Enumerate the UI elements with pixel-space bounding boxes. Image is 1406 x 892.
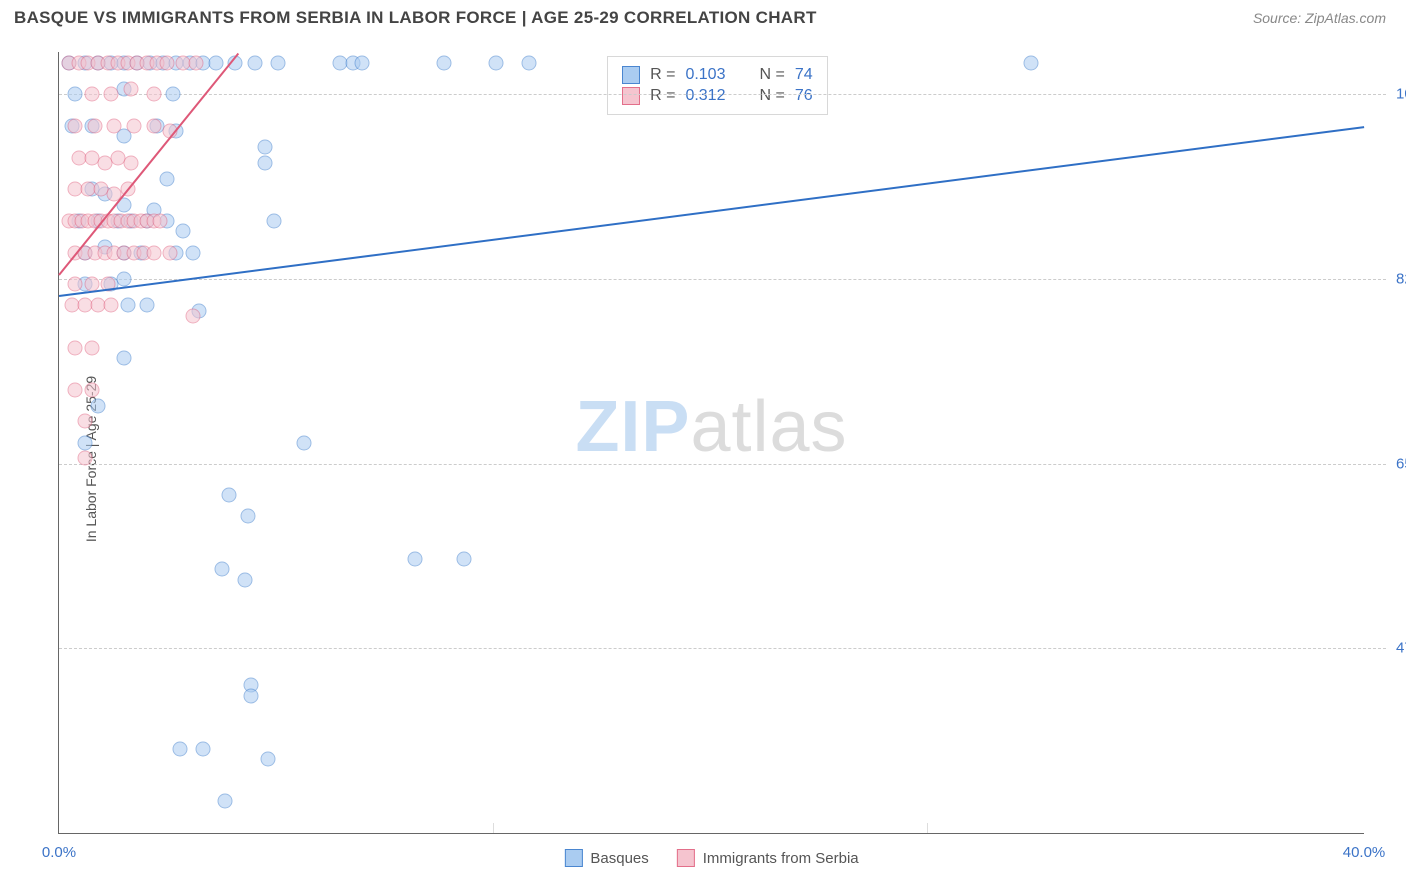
scatter-point-serbia <box>159 55 174 70</box>
scatter-point-serbia <box>146 87 161 102</box>
trend-line-basques <box>59 126 1364 297</box>
scatter-point-basques <box>117 351 132 366</box>
legend-n-label: N = <box>759 87 784 105</box>
legend-series-label: Basques <box>590 850 648 867</box>
scatter-point-basques <box>195 741 210 756</box>
scatter-point-serbia <box>146 118 161 133</box>
scatter-point-basques <box>120 298 135 313</box>
scatter-point-serbia <box>127 118 142 133</box>
legend-n-value: 74 <box>795 66 813 84</box>
scatter-point-serbia <box>68 118 83 133</box>
scatter-point-serbia <box>123 155 138 170</box>
scatter-point-basques <box>1024 55 1039 70</box>
scatter-point-basques <box>270 55 285 70</box>
legend-n-value: 76 <box>795 87 813 105</box>
legend-swatch-icon <box>622 66 640 84</box>
legend-r-label: R = <box>650 66 675 84</box>
scatter-point-serbia <box>78 451 93 466</box>
scatter-point-serbia <box>84 340 99 355</box>
legend-series-label: Immigrants from Serbia <box>703 850 859 867</box>
scatter-point-serbia <box>87 118 102 133</box>
scatter-point-basques <box>185 245 200 260</box>
scatter-point-serbia <box>84 382 99 397</box>
scatter-point-serbia <box>104 87 119 102</box>
legend-series: Basques Immigrants from Serbia <box>564 849 858 867</box>
scatter-point-serbia <box>189 55 204 70</box>
scatter-point-serbia <box>153 213 168 228</box>
x-tick-label: 0.0% <box>42 844 76 861</box>
scatter-point-basques <box>257 140 272 155</box>
scatter-point-basques <box>218 794 233 809</box>
scatter-point-basques <box>166 87 181 102</box>
legend-row-basques: R = 0.103 N = 74 <box>622 66 813 84</box>
scatter-point-serbia <box>68 277 83 292</box>
chart-title: BASQUE VS IMMIGRANTS FROM SERBIA IN LABO… <box>14 8 817 28</box>
scatter-point-serbia <box>185 308 200 323</box>
legend-r-label: R = <box>650 87 675 105</box>
watermark: ZIPatlas <box>575 386 847 468</box>
y-tick-label: 82.5% <box>1386 270 1406 287</box>
scatter-point-basques <box>91 398 106 413</box>
plot-area: ZIPatlas R =0.103N =74R =0.312N =76 Basq… <box>58 52 1364 834</box>
scatter-point-basques <box>260 752 275 767</box>
legend-bottom-item-basques: Basques <box>564 849 648 867</box>
legend-row-serbia: R = 0.312 N = 76 <box>622 87 813 105</box>
y-tick-label: 47.5% <box>1386 640 1406 657</box>
scatter-point-basques <box>159 171 174 186</box>
scatter-point-serbia <box>162 245 177 260</box>
scatter-point-basques <box>117 271 132 286</box>
legend-bottom-item-serbia: Immigrants from Serbia <box>677 849 859 867</box>
watermark-zip: ZIP <box>575 387 690 467</box>
gridline-horizontal <box>59 648 1386 649</box>
scatter-point-serbia <box>104 298 119 313</box>
x-minor-tick <box>927 823 928 833</box>
scatter-point-serbia <box>84 87 99 102</box>
scatter-point-basques <box>257 155 272 170</box>
scatter-point-basques <box>489 55 504 70</box>
scatter-point-serbia <box>68 340 83 355</box>
scatter-point-basques <box>521 55 536 70</box>
scatter-point-serbia <box>146 245 161 260</box>
x-tick-label: 40.0% <box>1343 844 1386 861</box>
chart-container: In Labor Force | Age 25-29 ZIPatlas R =0… <box>14 40 1392 878</box>
scatter-point-serbia <box>68 382 83 397</box>
scatter-point-basques <box>436 55 451 70</box>
trend-line-serbia <box>58 52 239 275</box>
scatter-point-basques <box>221 488 236 503</box>
legend-n-label: N = <box>759 66 784 84</box>
scatter-point-basques <box>355 55 370 70</box>
legend-r-value: 0.312 <box>685 87 725 105</box>
legend-r-value: 0.103 <box>685 66 725 84</box>
scatter-point-basques <box>296 435 311 450</box>
scatter-point-basques <box>78 435 93 450</box>
gridline-horizontal <box>59 464 1386 465</box>
scatter-point-serbia <box>123 81 138 96</box>
scatter-point-basques <box>68 87 83 102</box>
scatter-point-basques <box>215 562 230 577</box>
scatter-point-basques <box>208 55 223 70</box>
legend-swatch-icon <box>564 849 582 867</box>
y-tick-label: 65.0% <box>1386 455 1406 472</box>
y-tick-label: 100.0% <box>1386 86 1406 103</box>
scatter-point-basques <box>172 741 187 756</box>
legend-swatch-icon <box>677 849 695 867</box>
legend-swatch-icon <box>622 87 640 105</box>
scatter-point-serbia <box>78 414 93 429</box>
gridline-horizontal <box>59 279 1386 280</box>
scatter-point-basques <box>175 224 190 239</box>
scatter-point-basques <box>237 572 252 587</box>
legend-correlation: R = 0.103 N = 74 R = 0.312 N = 76 <box>607 56 828 115</box>
x-minor-tick <box>493 823 494 833</box>
gridline-horizontal <box>59 94 1386 95</box>
source-attribution: Source: ZipAtlas.com <box>1253 10 1386 26</box>
scatter-point-basques <box>267 213 282 228</box>
scatter-point-basques <box>407 551 422 566</box>
scatter-point-basques <box>241 509 256 524</box>
scatter-point-basques <box>244 688 259 703</box>
scatter-point-basques <box>247 55 262 70</box>
scatter-point-serbia <box>107 118 122 133</box>
scatter-point-basques <box>456 551 471 566</box>
watermark-atlas: atlas <box>690 387 847 467</box>
scatter-point-basques <box>140 298 155 313</box>
